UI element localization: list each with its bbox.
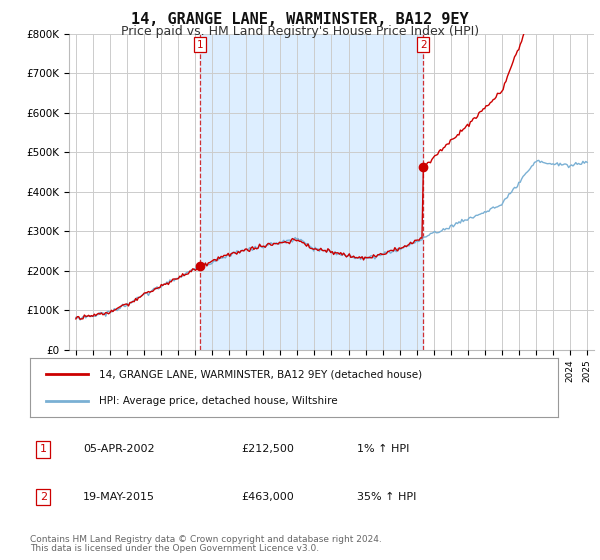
Text: 1: 1 — [196, 40, 203, 50]
Text: £463,000: £463,000 — [241, 492, 294, 502]
Text: This data is licensed under the Open Government Licence v3.0.: This data is licensed under the Open Gov… — [30, 544, 319, 553]
Text: Price paid vs. HM Land Registry's House Price Index (HPI): Price paid vs. HM Land Registry's House … — [121, 25, 479, 38]
Bar — [200, 34, 423, 350]
Text: 2: 2 — [40, 492, 47, 502]
Text: 1: 1 — [40, 445, 47, 454]
Text: 14, GRANGE LANE, WARMINSTER, BA12 9EY: 14, GRANGE LANE, WARMINSTER, BA12 9EY — [131, 12, 469, 27]
Text: £212,500: £212,500 — [241, 445, 294, 454]
Text: HPI: Average price, detached house, Wiltshire: HPI: Average price, detached house, Wilt… — [98, 396, 337, 407]
Text: 05-APR-2002: 05-APR-2002 — [83, 445, 154, 454]
Text: 35% ↑ HPI: 35% ↑ HPI — [358, 492, 417, 502]
Text: 19-MAY-2015: 19-MAY-2015 — [83, 492, 155, 502]
Text: 2: 2 — [420, 40, 427, 50]
Text: Contains HM Land Registry data © Crown copyright and database right 2024.: Contains HM Land Registry data © Crown c… — [30, 535, 382, 544]
Text: 14, GRANGE LANE, WARMINSTER, BA12 9EY (detached house): 14, GRANGE LANE, WARMINSTER, BA12 9EY (d… — [98, 369, 422, 379]
Text: 1% ↑ HPI: 1% ↑ HPI — [358, 445, 410, 454]
